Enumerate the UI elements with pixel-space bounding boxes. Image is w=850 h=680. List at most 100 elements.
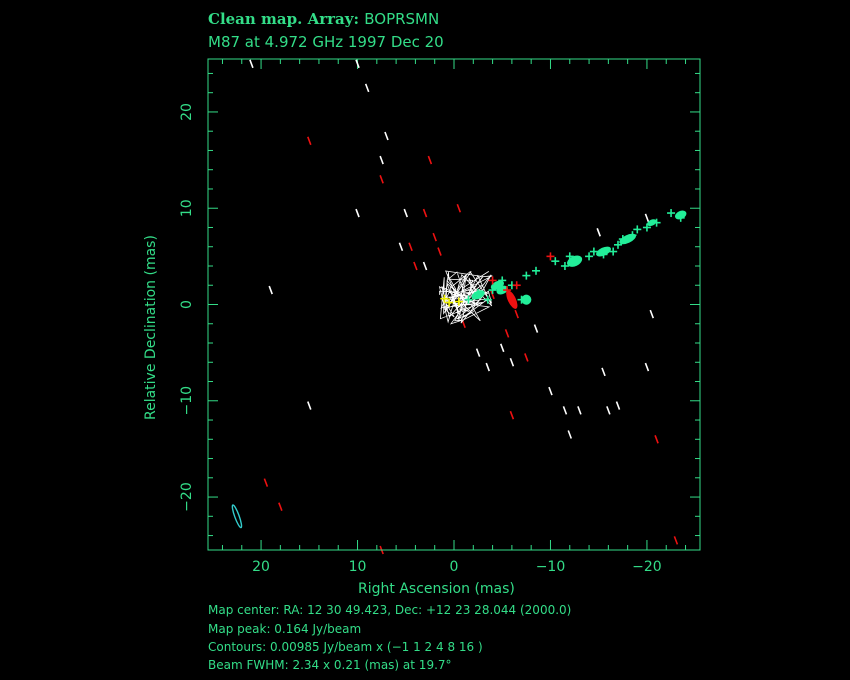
data-point <box>483 295 492 304</box>
component-dash <box>379 155 384 165</box>
data-point <box>618 235 627 244</box>
data-point <box>652 218 661 227</box>
component-dash <box>278 502 283 511</box>
x-tick-label: 0 <box>450 559 459 575</box>
title-main: Clean map. <box>208 10 303 28</box>
component-dash <box>533 324 539 333</box>
component-dash <box>524 353 529 362</box>
y-tick-label: −10 <box>179 386 195 416</box>
data-point <box>474 288 483 297</box>
data-point <box>633 225 642 234</box>
data-point <box>628 231 637 240</box>
component-dash <box>307 401 312 410</box>
component-dash <box>577 406 582 415</box>
footer-map-peak: Map peak: 0.164 Jy/beam <box>208 622 362 636</box>
component-dash <box>644 213 650 223</box>
component-dash <box>601 367 606 377</box>
component-dash <box>654 435 659 444</box>
component-dash <box>499 343 505 353</box>
y-tick-label: −20 <box>179 482 195 512</box>
jet-emission <box>521 294 532 305</box>
component-dash <box>485 362 491 372</box>
component-dash <box>355 59 360 69</box>
jet-emission <box>647 219 657 227</box>
data-point <box>498 276 507 285</box>
title-array-label: Array: <box>307 10 359 28</box>
data-point <box>522 271 531 280</box>
component-dash <box>403 208 409 218</box>
data-point <box>488 286 497 295</box>
data-point <box>546 252 555 261</box>
footer-beam: Beam FWHM: 2.34 x 0.21 (mas) at 19.7° <box>208 658 452 672</box>
component-dash <box>384 131 389 141</box>
jet-emission <box>506 290 518 309</box>
plot-frame <box>207 58 701 551</box>
x-axis-label: Right Ascension (mas) <box>358 581 515 597</box>
component-dash <box>422 261 428 271</box>
component-dash <box>437 247 442 256</box>
data-point <box>599 250 608 259</box>
data-point <box>551 257 560 266</box>
component-dash <box>514 309 519 319</box>
core-contours <box>438 270 493 325</box>
component-dash <box>504 329 510 338</box>
component-dash <box>490 290 495 300</box>
data-point <box>609 247 618 256</box>
x-tick-label: −20 <box>632 559 662 575</box>
footer-contours: Contours: 0.00985 Jy/beam x (−1 1 2 4 8 … <box>208 640 483 654</box>
chart-title: Clean map. Array: BOPRSMN <box>208 10 439 28</box>
component-dash <box>268 285 273 295</box>
data-point <box>532 266 540 275</box>
data-point <box>440 294 449 303</box>
component-dash <box>422 208 428 218</box>
data-point <box>503 286 512 295</box>
component-dash <box>644 362 650 372</box>
data-point <box>445 298 454 307</box>
data-point <box>614 240 622 249</box>
data-point <box>517 295 526 304</box>
x-tick-label: 10 <box>349 559 367 575</box>
footer-map-center: Map center: RA: 12 30 49.423, Dec: +12 2… <box>208 603 572 617</box>
jet-emission <box>567 255 583 267</box>
component-dash <box>398 242 404 252</box>
component-dash <box>567 430 573 439</box>
title-array-value: BOPRSMN <box>364 10 440 28</box>
chart-subtitle: M87 at 4.972 GHz 1997 Dec 20 <box>208 33 444 51</box>
component-dash <box>364 83 370 93</box>
data-point <box>589 247 598 256</box>
data-point <box>642 223 651 232</box>
component-dash <box>263 478 269 487</box>
component-dash <box>413 261 418 271</box>
jet-emission <box>496 285 508 295</box>
component-dash <box>355 208 360 218</box>
data-point <box>512 281 521 290</box>
y-tick-label: 20 <box>179 103 195 121</box>
component-dash <box>649 309 655 319</box>
data-point <box>676 213 685 222</box>
component-dash <box>432 232 437 242</box>
component-dash <box>615 401 621 410</box>
component-dash <box>307 136 312 146</box>
component-dash <box>475 348 481 357</box>
y-tick-label: 0 <box>179 300 195 309</box>
x-tick-label: 20 <box>252 559 270 575</box>
component-dash <box>249 59 254 69</box>
data-point <box>565 252 574 261</box>
component-dash <box>379 175 384 184</box>
component-dash <box>673 536 679 545</box>
component-dash <box>606 406 611 415</box>
x-tick-label: −10 <box>536 559 566 575</box>
data-point <box>454 297 463 306</box>
component-dash <box>548 386 553 396</box>
component-dash <box>509 410 515 420</box>
component-dash <box>509 357 515 367</box>
data-point <box>585 252 594 261</box>
data-point <box>464 295 473 304</box>
beam-ellipse <box>231 504 243 529</box>
data-point <box>667 209 676 218</box>
data-point <box>488 276 497 285</box>
y-tick-label: 10 <box>179 199 195 217</box>
component-dash <box>596 228 601 237</box>
data-point <box>560 261 569 270</box>
